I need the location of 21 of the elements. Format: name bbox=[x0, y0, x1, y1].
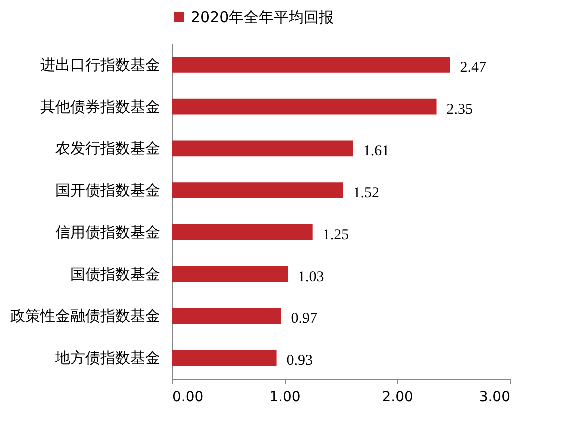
data-label: 2.35 bbox=[446, 102, 474, 118]
data-label: 1.03 bbox=[298, 269, 324, 286]
x-tick-label: 1.00 bbox=[270, 390, 301, 406]
data-label: 0.97 bbox=[291, 311, 318, 328]
x-tick-label: 2.00 bbox=[382, 390, 414, 406]
legend-label: 2020年全年平均回报 bbox=[191, 8, 334, 26]
x-tick-label: 0.00 bbox=[172, 390, 204, 406]
x-tick-label: 3.00 bbox=[479, 390, 510, 406]
data-label: 1.61 bbox=[363, 144, 390, 160]
data-label: 1.52 bbox=[353, 186, 380, 202]
data-label: 0.93 bbox=[286, 353, 314, 370]
y-tick-label: 其他债券指数基金 bbox=[40, 98, 160, 116]
y-tick-label: 农发行指数基金 bbox=[56, 140, 160, 158]
y-tick-label: 政策性金融债指数基金 bbox=[10, 307, 160, 326]
y-tick-label: 信用债指数基金 bbox=[56, 223, 160, 242]
data-label: 1.25 bbox=[322, 227, 350, 244]
y-tick-label: 地方债指数基金 bbox=[54, 349, 160, 368]
y-tick-label: 国开债指数基金 bbox=[56, 182, 160, 200]
data-label: 2.47 bbox=[460, 60, 488, 76]
y-tick-label: 国债指数基金 bbox=[70, 265, 160, 284]
y-tick-label: 进出口行指数基金 bbox=[40, 56, 160, 74]
